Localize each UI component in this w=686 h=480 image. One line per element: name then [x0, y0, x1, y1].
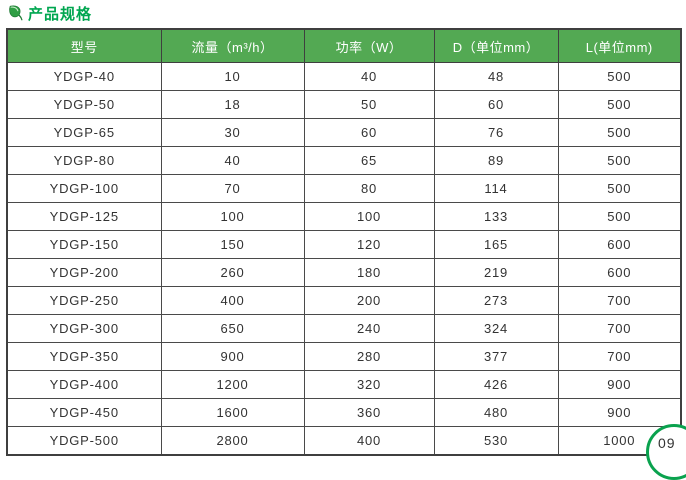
table-cell: 120	[303, 230, 435, 259]
table-row: YDGP-450 1600 360 480 900	[6, 398, 682, 427]
table-cell: YDGP-65	[6, 118, 162, 147]
table-row: YDGP-150 150 120 165 600	[6, 230, 682, 259]
leaf-icon	[7, 4, 25, 22]
table-cell: 280	[303, 342, 435, 371]
table-cell: 700	[557, 314, 682, 343]
column-header: 型号	[6, 28, 162, 63]
table-row: YDGP-80 40 65 89 500	[6, 146, 682, 175]
table-row: YDGP-50 18 50 60 500	[6, 90, 682, 119]
table-cell: 600	[557, 230, 682, 259]
table-cell: YDGP-80	[6, 146, 162, 175]
table-cell: YDGP-250	[6, 286, 162, 315]
table-cell: 70	[160, 174, 305, 203]
table-cell: 900	[557, 398, 682, 427]
table-cell: YDGP-450	[6, 398, 162, 427]
table-cell: YDGP-40	[6, 62, 162, 91]
table-cell: 114	[433, 174, 559, 203]
product-spec-table: 型号 流量（m³/h） 功率（W） D（单位mm） L(单位mm) YDGP-40 10 4…	[6, 28, 682, 456]
table-cell: 100	[303, 202, 435, 231]
table-cell: 100	[160, 202, 305, 231]
table-row: YDGP-65 30 60 76 500	[6, 118, 682, 147]
table-row: YDGP-400 1200 320 426 900	[6, 370, 682, 399]
table-cell: 165	[433, 230, 559, 259]
table-cell: 900	[557, 370, 682, 399]
table-cell: 426	[433, 370, 559, 399]
table-cell: 600	[557, 258, 682, 287]
table-cell: 320	[303, 370, 435, 399]
table-cell: 30	[160, 118, 305, 147]
table-cell: YDGP-200	[6, 258, 162, 287]
table-cell: YDGP-150	[6, 230, 162, 259]
table-cell: 700	[557, 286, 682, 315]
table-cell: 273	[433, 286, 559, 315]
table-cell: YDGP-100	[6, 174, 162, 203]
table-row: YDGP-125 100 100 133 500	[6, 202, 682, 231]
table-cell: 133	[433, 202, 559, 231]
table-cell: 150	[160, 230, 305, 259]
table-cell: 40	[160, 146, 305, 175]
table-cell: 180	[303, 258, 435, 287]
table-row: YDGP-40 10 40 48 500	[6, 62, 682, 91]
table-cell: 60	[303, 118, 435, 147]
table-cell: 500	[557, 62, 682, 91]
table-cell: YDGP-300	[6, 314, 162, 343]
column-header: D（单位mm）	[433, 28, 559, 63]
table-cell: 900	[160, 342, 305, 371]
table-cell: YDGP-125	[6, 202, 162, 231]
table-cell: 700	[557, 342, 682, 371]
table-cell: 500	[557, 146, 682, 175]
table-cell: 500	[557, 90, 682, 119]
table-cell: 65	[303, 146, 435, 175]
table-cell: 650	[160, 314, 305, 343]
table-cell: 400	[160, 286, 305, 315]
table-cell: 360	[303, 398, 435, 427]
watermark-text: 09	[658, 435, 676, 451]
table-header-row: 型号 流量（m³/h） 功率（W） D（单位mm） L(单位mm)	[6, 28, 682, 63]
table-cell: 530	[433, 426, 559, 456]
page-title: 产品规格	[28, 5, 93, 23]
table-cell: 18	[160, 90, 305, 119]
table-cell: 480	[433, 398, 559, 427]
table-cell: 1600	[160, 398, 305, 427]
table-row: YDGP-200 260 180 219 600	[6, 258, 682, 287]
table-cell: YDGP-400	[6, 370, 162, 399]
table-cell: 240	[303, 314, 435, 343]
column-header: 功率（W）	[303, 28, 435, 63]
table-cell: YDGP-50	[6, 90, 162, 119]
table-cell: 89	[433, 146, 559, 175]
table-row: YDGP-350 900 280 377 700	[6, 342, 682, 371]
table-cell: 500	[557, 202, 682, 231]
table-cell: 400	[303, 426, 435, 456]
table-row: YDGP-100 70 80 114 500	[6, 174, 682, 203]
table-cell: 324	[433, 314, 559, 343]
table-cell: 219	[433, 258, 559, 287]
column-header: 流量（m³/h）	[160, 28, 305, 63]
table-cell: 500	[557, 174, 682, 203]
table-cell: 260	[160, 258, 305, 287]
table-cell: 500	[557, 118, 682, 147]
table-row: YDGP-250 400 200 273 700	[6, 286, 682, 315]
table-cell: 1200	[160, 370, 305, 399]
table-cell: 10	[160, 62, 305, 91]
table-cell: 76	[433, 118, 559, 147]
table-cell: 377	[433, 342, 559, 371]
table-row: YDGP-500 2800 400 530 1000	[6, 426, 682, 456]
table-cell: YDGP-500	[6, 426, 162, 456]
column-header: L(单位mm)	[557, 28, 682, 63]
table-cell: 2800	[160, 426, 305, 456]
table-cell: 60	[433, 90, 559, 119]
table-cell: 80	[303, 174, 435, 203]
table-row: YDGP-300 650 240 324 700	[6, 314, 682, 343]
table-cell: YDGP-350	[6, 342, 162, 371]
table-cell: 200	[303, 286, 435, 315]
table-cell: 48	[433, 62, 559, 91]
table-cell: 40	[303, 62, 435, 91]
page-title-bar: 产品规格	[7, 2, 92, 24]
table-cell: 50	[303, 90, 435, 119]
